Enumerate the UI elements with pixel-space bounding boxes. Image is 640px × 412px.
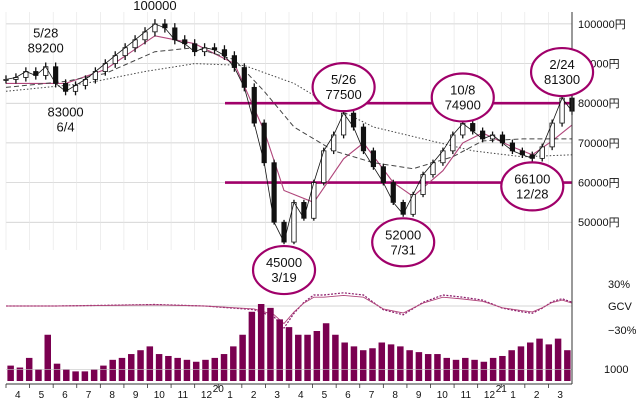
month-label-10: 2 [251, 390, 257, 401]
price-tick-label-4: 60000円 [578, 178, 620, 190]
label-1228-circle [500, 161, 565, 212]
label-0731-line1: 52000 [385, 227, 421, 242]
label-1228-line2: 12/28 [516, 186, 549, 201]
month-label-5: 9 [133, 390, 139, 401]
month-label-4: 8 [109, 390, 115, 401]
month-label-1: 5 [39, 390, 45, 401]
label-0319-line1: 45000 [266, 255, 302, 270]
month-label-22: 2 [534, 390, 540, 401]
month-label-8: 12 [201, 390, 213, 401]
gcv-tick-label-2: −30% [608, 325, 637, 337]
label-0224-line1: 2/24 [549, 57, 574, 72]
price-tick-label-3: 70000円 [578, 138, 620, 150]
gcv-tick-label-0: 30% [608, 279, 630, 291]
gcv-tick-label-1: GCV [608, 301, 633, 313]
month-label-23: 3 [557, 390, 563, 401]
month-label-19: 11 [461, 390, 472, 401]
month-label-20: 12 [484, 390, 496, 401]
price-body-0 [3, 79, 9, 81]
year-label-0: 20 [213, 384, 225, 395]
price-close-line [5, 23, 573, 244]
month-label-2: 6 [62, 390, 68, 401]
month-label-17: 9 [416, 390, 422, 401]
month-label-14: 6 [345, 390, 351, 401]
year-label-1: 21 [496, 384, 508, 395]
label-1008-circle [430, 72, 495, 123]
label-0528-line2: 89200 [28, 41, 64, 56]
label-0731-circle [371, 217, 436, 268]
month-label-16: 8 [392, 390, 398, 401]
price-tick-label-0: 100000円 [578, 19, 626, 31]
label-0528-line1: 5/28 [33, 26, 58, 41]
label-1228-line1: 66100 [514, 171, 550, 186]
month-label-11: 3 [274, 390, 280, 401]
gcv-panel [6, 292, 573, 329]
month-label-12: 4 [298, 390, 304, 401]
month-label-0: 4 [15, 390, 21, 401]
month-label-3: 7 [86, 390, 92, 401]
month-label-7: 11 [178, 390, 189, 401]
label-0526-line1: 5/26 [331, 72, 356, 87]
gcv-signal-line [6, 294, 573, 325]
month-label-13: 5 [322, 390, 328, 401]
label-1008-line1: 10/8 [450, 82, 475, 97]
axes: 100000円90000円80000円70000円60000円50000円30%… [5, 12, 637, 401]
label-1105-line2: 100000 [133, 0, 176, 13]
label-0526-circle [311, 62, 376, 113]
volume-panel [6, 304, 572, 381]
month-label-21: 1 [510, 390, 516, 401]
month-label-6: 10 [154, 390, 166, 401]
month-label-15: 7 [369, 390, 375, 401]
month-label-18: 10 [437, 390, 449, 401]
label-0224-line2: 81300 [544, 72, 580, 87]
label-0731-line2: 7/31 [391, 242, 416, 257]
label-0604-line1: 83000 [48, 104, 84, 119]
ma-short-line [6, 35, 573, 204]
label-1008-line2: 74900 [445, 97, 481, 112]
label-0319-line2: 3/19 [271, 270, 296, 285]
price-series [3, 19, 575, 245]
annotations: 5/2889200830006/411/5100000450003/195/26… [28, 0, 595, 296]
label-0604-line2: 6/4 [57, 119, 75, 134]
price-tick-label-5: 50000円 [578, 217, 620, 229]
label-0319-circle [251, 244, 317, 296]
month-label-9: 1 [227, 390, 233, 401]
price-tick-label-2: 80000円 [578, 98, 620, 110]
volume-tick-label-0: 1000 [604, 364, 628, 376]
label-0224-circle [529, 46, 595, 98]
label-0526-line2: 77500 [326, 87, 362, 102]
